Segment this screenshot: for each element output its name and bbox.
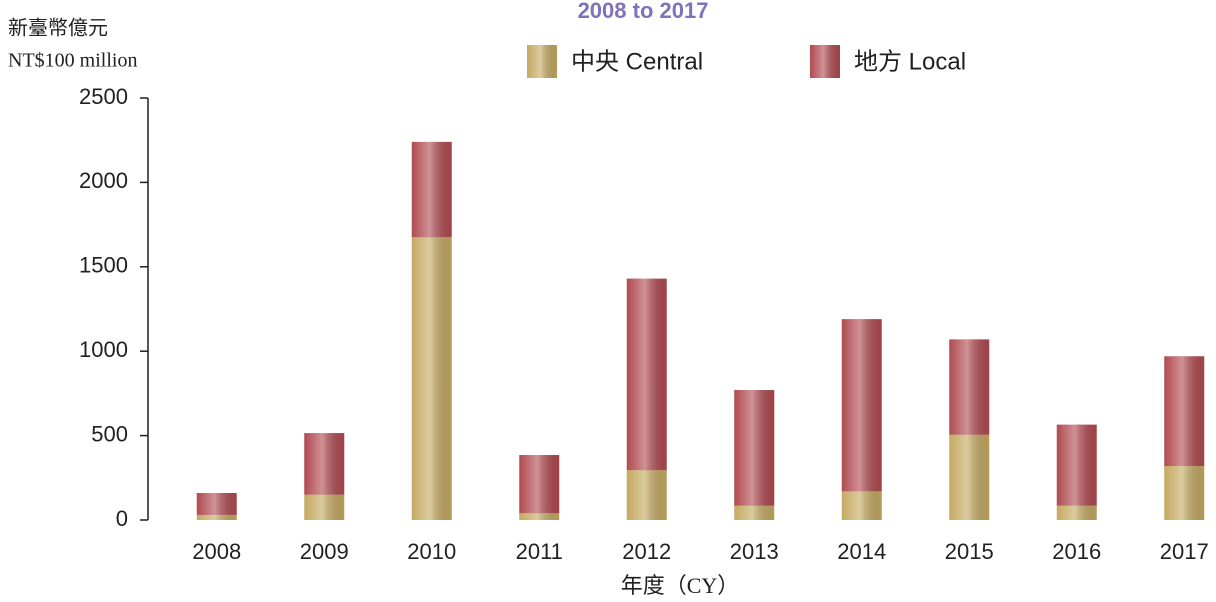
- x-tick-label: 2010: [407, 539, 456, 564]
- bar-shine: [196, 514, 237, 520]
- bar-shine: [519, 513, 560, 520]
- bar-shine: [304, 494, 345, 520]
- bar-shine: [1056, 424, 1097, 506]
- x-tick-label: 2012: [622, 539, 671, 564]
- x-tick-label: 2011: [516, 539, 563, 564]
- bar-shine: [1056, 505, 1097, 520]
- bar-shine: [841, 319, 882, 492]
- x-tick-label: 2015: [945, 539, 994, 564]
- bar-shine: [949, 434, 990, 520]
- bar-shine: [841, 491, 882, 520]
- x-axis-label: 年度（CY）: [621, 573, 740, 598]
- bar-shine: [411, 141, 452, 238]
- x-tick-label: 2016: [1052, 539, 1101, 564]
- y-tick-label: 2500: [79, 84, 128, 109]
- y-tick-label: 1500: [79, 253, 128, 278]
- legend-swatch-shine: [527, 45, 557, 78]
- y-tick-label: 1000: [79, 337, 128, 362]
- legend-swatch-shine: [810, 45, 840, 78]
- bar-shine: [519, 455, 560, 514]
- x-tick-label: 2014: [837, 539, 886, 564]
- x-tick-label: 2008: [192, 539, 241, 564]
- bar-shine: [626, 470, 667, 520]
- bar-shine: [196, 492, 237, 515]
- bar-shine: [411, 237, 452, 520]
- bar-shine: [626, 278, 667, 471]
- bar-shine: [304, 433, 345, 495]
- y-tick-label: 0: [116, 506, 128, 531]
- bar-shine: [734, 390, 775, 506]
- legend-label: 地方 Local: [854, 48, 966, 75]
- y-axis-label: NT$100 million: [8, 50, 137, 72]
- y-tick-label: 2000: [79, 168, 128, 193]
- x-tick-label: 2009: [300, 539, 349, 564]
- y-tick-label: 500: [91, 421, 128, 446]
- y-axis-label: 新臺幣億元: [8, 17, 108, 40]
- chart-title: 2008 to 2017: [578, 0, 709, 23]
- bar-shine: [1164, 356, 1205, 466]
- legend-label: 中央 Central: [571, 48, 703, 75]
- x-tick-label: 2017: [1160, 539, 1209, 564]
- bar-shine: [734, 505, 775, 520]
- bar-shine: [1164, 465, 1205, 520]
- bar-shine: [949, 339, 990, 435]
- x-tick-label: 2013: [730, 539, 779, 564]
